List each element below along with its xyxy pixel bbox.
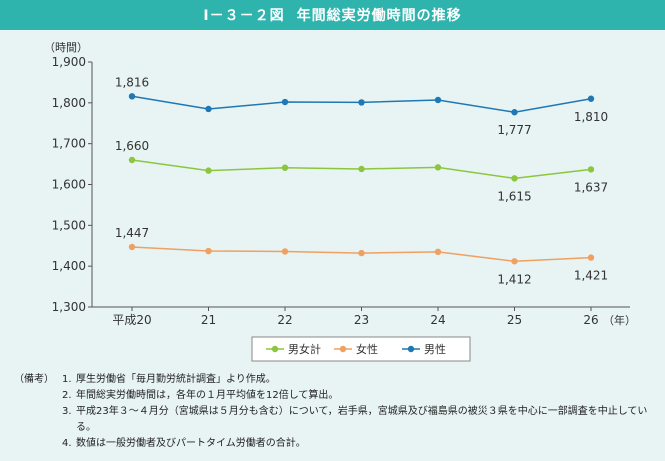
legend-label: 女性 bbox=[356, 342, 378, 356]
data-point bbox=[587, 254, 595, 261]
note-item: 4. 数値は一般労働者及びパートタイム労働者の合計。 bbox=[14, 436, 659, 452]
x-tick-label: 26 bbox=[583, 313, 598, 327]
data-point bbox=[511, 109, 518, 116]
chart-legend: 男女計 女性 男性 bbox=[251, 336, 471, 362]
data-point bbox=[434, 96, 442, 104]
data-point bbox=[281, 98, 289, 106]
note-prefix bbox=[14, 436, 62, 452]
x-tick-label: 22 bbox=[277, 313, 292, 327]
data-point bbox=[128, 243, 136, 251]
data-point bbox=[511, 175, 518, 182]
data-point bbox=[205, 247, 212, 255]
chart-series: 1,816 1,777 1,810 1,660 1,615 1,637 1,447 1,412… bbox=[115, 75, 608, 286]
note-prefix bbox=[14, 388, 62, 404]
note-number: 3. bbox=[62, 406, 72, 417]
legend-label: 男性 bbox=[424, 342, 446, 356]
note-text: 年間総実労働時間は，各年の１月平均値を12倍して算出。 bbox=[76, 390, 339, 401]
data-point bbox=[205, 167, 212, 174]
y-tick-label: 1,900 bbox=[52, 55, 86, 69]
data-point bbox=[434, 164, 442, 171]
figure-header: Ⅰ－３－２図 年間総実労働時間の推移 bbox=[0, 0, 665, 30]
notes-section: （備考） 1. 厚生労働省「毎月勤労統計調査」より作成。 2. 年間総実労働時間は，各年… bbox=[14, 372, 659, 452]
data-label: 1,660 bbox=[115, 139, 149, 153]
data-point bbox=[434, 248, 442, 256]
data-point bbox=[205, 105, 212, 113]
x-tick-label: 平成20 bbox=[112, 313, 151, 327]
note-prefix bbox=[14, 404, 62, 436]
x-axis-label: （年） bbox=[603, 313, 636, 327]
note-text: 平成23年３～４月分（宮城県は５月分も含む）について，岩手県，宮城県及び福島県の… bbox=[76, 406, 648, 433]
data-point bbox=[358, 99, 365, 106]
y-tick-label: 1,800 bbox=[52, 96, 86, 110]
chart-axes: 1,300 1,400 1,500 1,600 1,700 1,800 1,900（時間） 平… bbox=[44, 41, 636, 327]
data-point bbox=[587, 166, 595, 173]
data-label: 1,777 bbox=[497, 123, 531, 137]
data-point bbox=[128, 93, 136, 100]
legend-swatch-dot bbox=[339, 345, 347, 353]
data-point bbox=[587, 95, 595, 102]
data-point bbox=[281, 248, 289, 255]
data-label: 1,637 bbox=[574, 180, 608, 194]
data-label: 1,615 bbox=[497, 189, 531, 203]
y-tick-label: 1,500 bbox=[52, 218, 86, 232]
data-label: 1,810 bbox=[574, 110, 608, 124]
data-label: 1,412 bbox=[497, 272, 531, 286]
legend-label: 男女計 bbox=[288, 342, 321, 356]
data-point bbox=[511, 258, 518, 265]
note-text: 数値は一般労働者及びパートタイム労働者の合計。 bbox=[76, 438, 306, 449]
note-item: 3. 平成23年３～４月分（宮城県は５月分も含む）について，岩手県，宮城県及び福島… bbox=[14, 404, 659, 436]
note-item: （備考） 1. 厚生労働省「毎月勤労統計調査」より作成。 bbox=[14, 372, 659, 388]
y-tick-label: 1,600 bbox=[52, 178, 86, 192]
y-axis-label: （時間） bbox=[44, 41, 88, 54]
data-point bbox=[128, 156, 136, 164]
x-tick-label: 25 bbox=[507, 313, 522, 327]
data-point bbox=[358, 249, 365, 257]
note-prefix: （備考） bbox=[14, 374, 54, 385]
x-tick-label: 23 bbox=[354, 313, 369, 327]
note-number: 2. bbox=[62, 390, 72, 401]
y-tick-label: 1,400 bbox=[52, 259, 86, 273]
figure-title: 年間総実労働時間の推移 bbox=[296, 8, 462, 24]
data-point bbox=[281, 164, 289, 171]
data-label: 1,816 bbox=[115, 75, 149, 89]
x-tick-label: 21 bbox=[201, 313, 216, 327]
data-label: 1,447 bbox=[115, 226, 149, 240]
note-item: 2. 年間総実労働時間は，各年の１月平均値を12倍して算出。 bbox=[14, 388, 659, 404]
figure-number: Ⅰ－３－２図 bbox=[203, 8, 285, 24]
legend-swatch-dot bbox=[407, 345, 415, 353]
y-tick-label: 1,300 bbox=[52, 300, 86, 314]
line-chart: 1,300 1,400 1,500 1,600 1,700 1,800 1,900（時間） 平… bbox=[44, 41, 636, 362]
legend-box bbox=[251, 336, 471, 362]
note-text: 厚生労働省「毎月勤労統計調査」より作成。 bbox=[76, 374, 276, 385]
y-tick-label: 1,700 bbox=[52, 137, 86, 151]
data-label: 1,421 bbox=[574, 269, 608, 283]
note-number: 1. bbox=[62, 374, 72, 385]
legend-swatch-dot bbox=[271, 345, 279, 353]
note-number: 4. bbox=[62, 438, 72, 449]
x-tick-label: 24 bbox=[430, 313, 445, 327]
data-point bbox=[358, 165, 365, 173]
